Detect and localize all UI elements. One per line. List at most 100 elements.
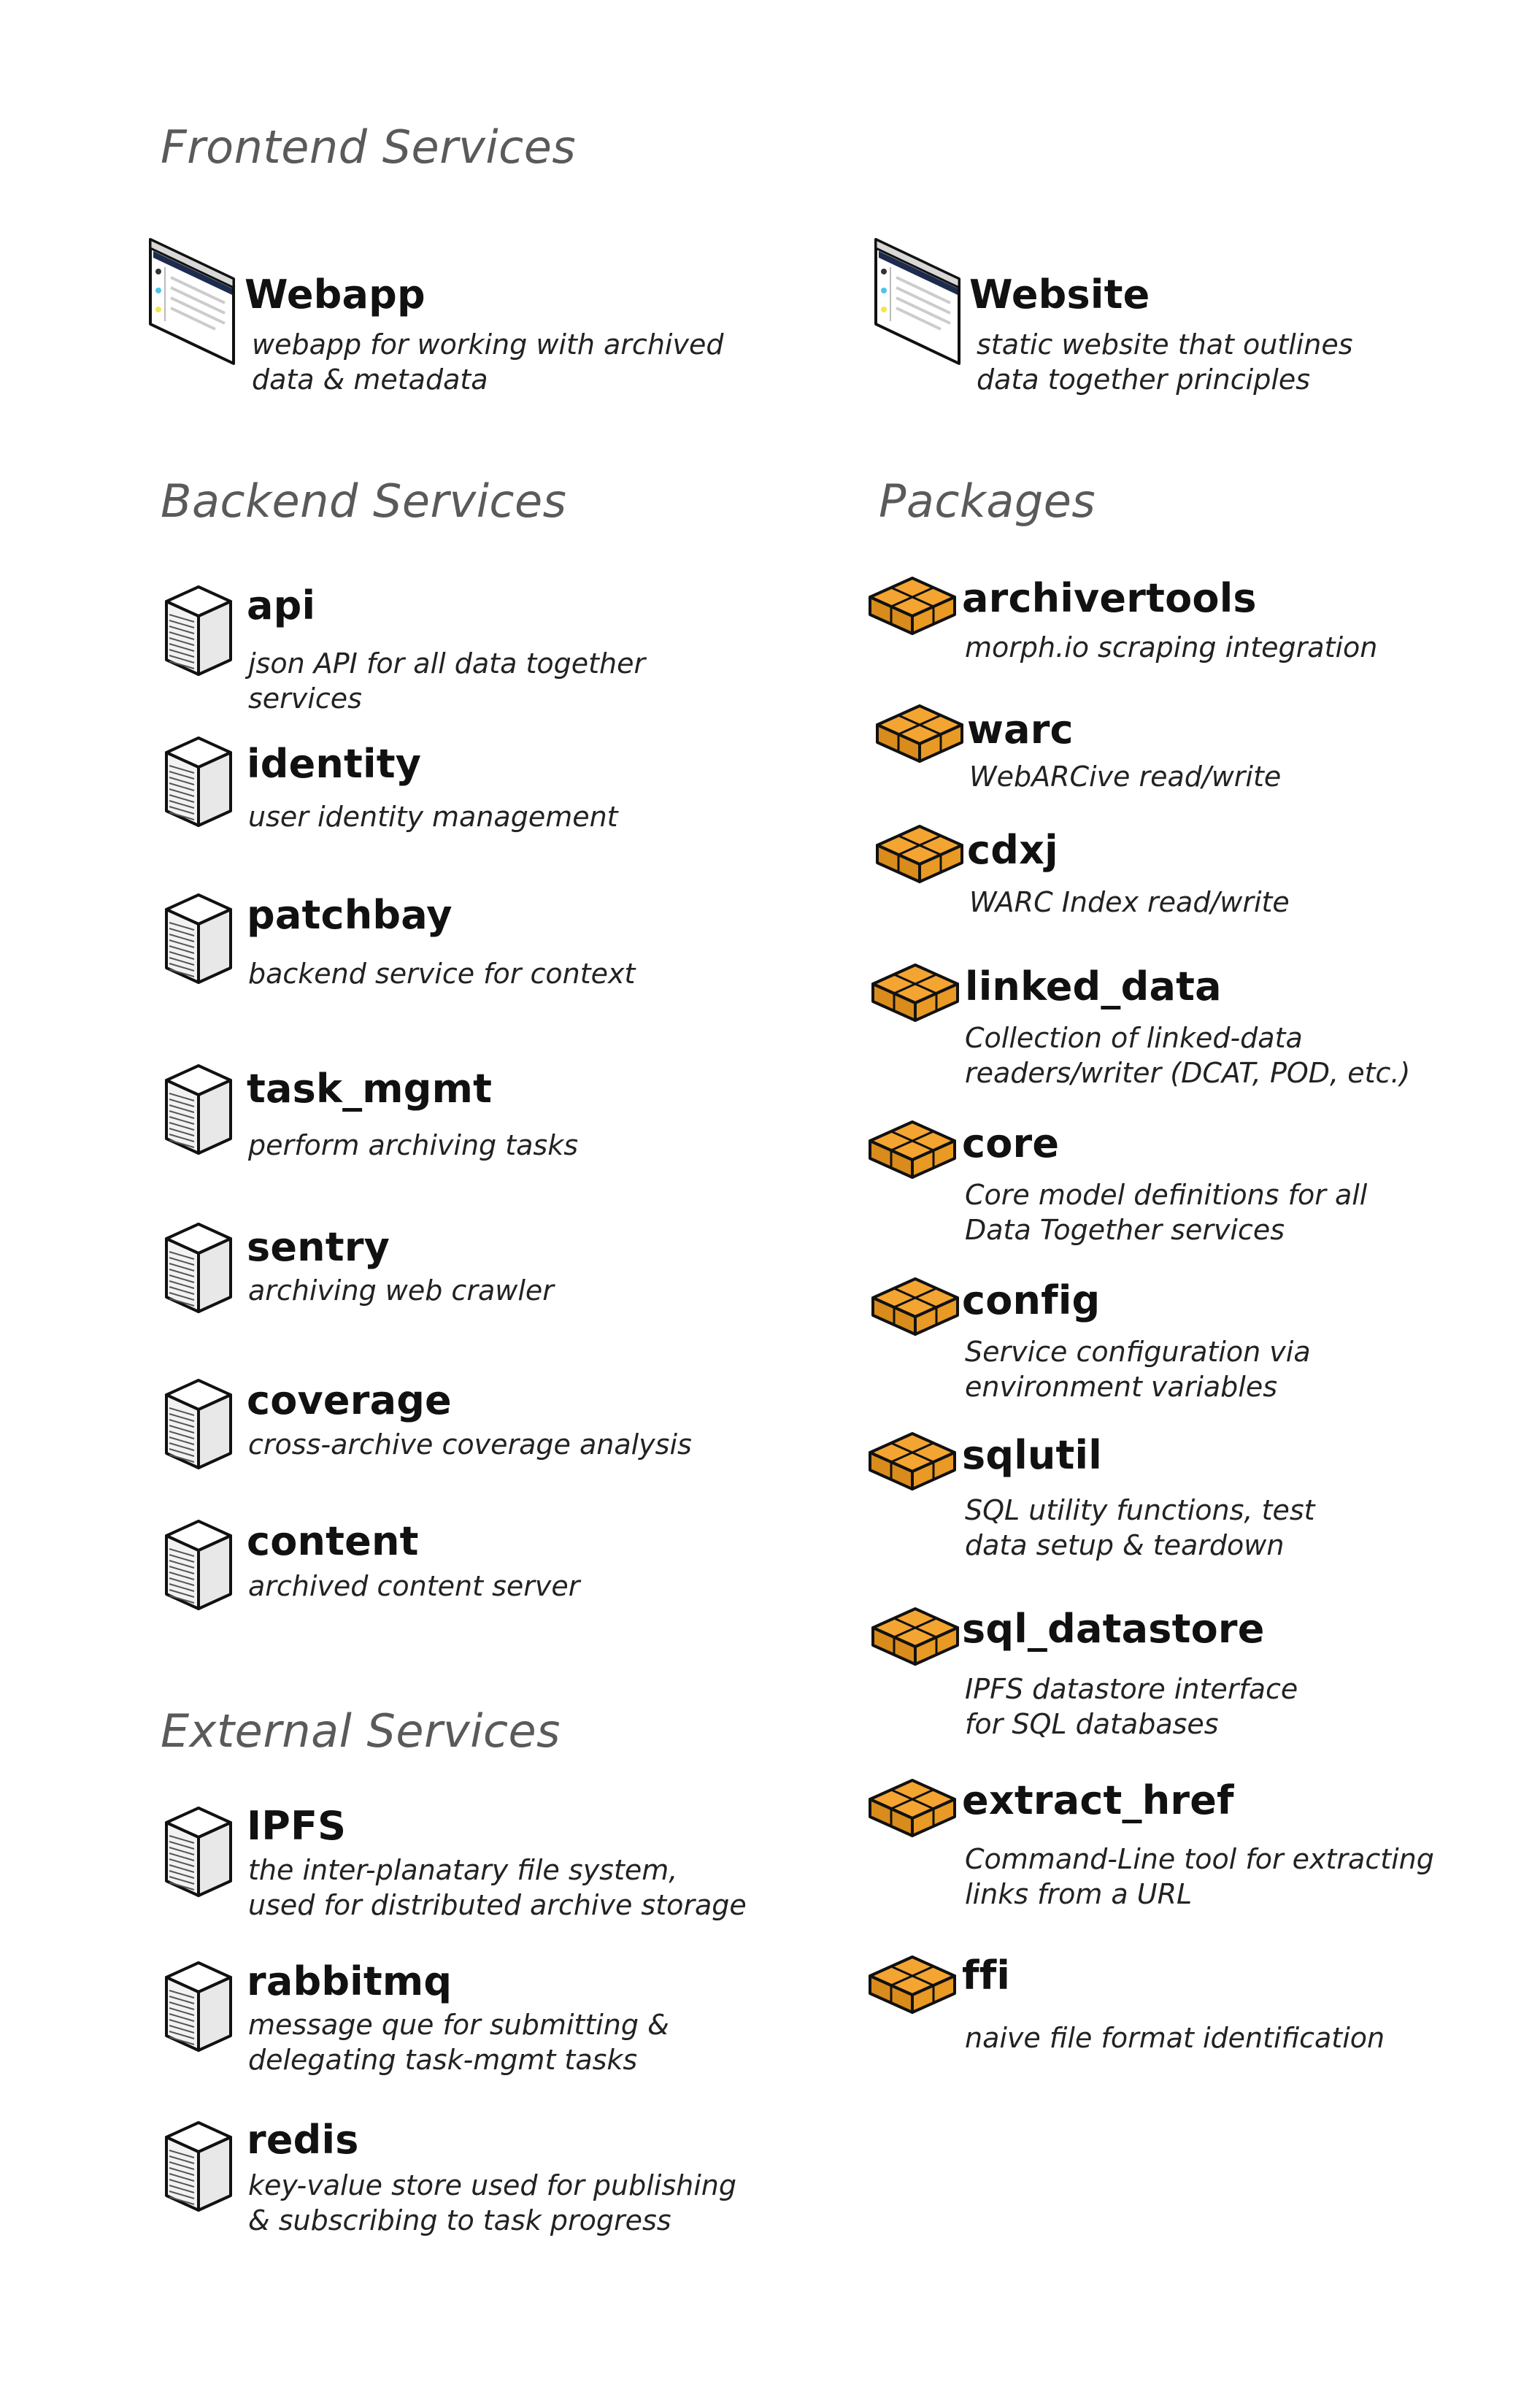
item-description: IPFS datastore interface for SQL database… [965, 1672, 1298, 1742]
item-description: archiving web crawler [248, 1273, 554, 1308]
description-line: backend service for context [248, 958, 636, 990]
description-line: archived content server [248, 1570, 580, 1602]
description-line: links from a URL [965, 1878, 1193, 1910]
description-line: morph.io scraping integration [965, 631, 1378, 663]
item-name: Website [969, 272, 1150, 318]
description-line: the inter-planatary file system, [248, 1854, 678, 1886]
description-line: & subscribing to task progress [248, 2204, 671, 2236]
description-line: services [248, 682, 362, 715]
server-icon [162, 1377, 235, 1472]
item-description: Service configuration via environment var… [965, 1334, 1311, 1404]
description-line: delegating task-mgmt tasks [248, 2044, 638, 2076]
item-description: Collection of linked-data readers/writer … [965, 1020, 1410, 1091]
server-icon [162, 1221, 235, 1316]
package-icon [867, 1777, 958, 1843]
description-line: static website that outlines [977, 328, 1353, 361]
description-line: readers/writer (DCAT, POD, etc.) [965, 1057, 1411, 1089]
server-icon [162, 1063, 235, 1158]
item-name: Webapp [245, 272, 426, 318]
item-description: WebARCive read/write [969, 759, 1281, 794]
item-name: extract_href [962, 1777, 1234, 1823]
backend-services-heading: Backend Services [161, 474, 567, 528]
browser-window-icon [871, 235, 966, 366]
item-name: cdxj [967, 827, 1058, 873]
description-line: json API for all data together [248, 647, 646, 680]
item-description: SQL utility functions, test data setup & … [965, 1493, 1315, 1563]
item-name: linked_data [965, 963, 1222, 1009]
item-name: config [962, 1277, 1101, 1323]
package-icon [874, 823, 965, 889]
item-description: Command-Line tool for extracting links fr… [965, 1842, 1434, 1912]
server-icon [162, 735, 235, 830]
server-icon [162, 892, 235, 987]
browser-window-icon [146, 235, 241, 366]
packages-heading: Packages [879, 474, 1096, 528]
description-line: WebARCive read/write [969, 761, 1282, 793]
item-name: sqlutil [962, 1432, 1102, 1478]
description-line: environment variables [965, 1371, 1278, 1403]
item-description: static website that outlines data togethe… [977, 327, 1353, 397]
description-line: webapp for working with archived [252, 328, 724, 361]
item-name: api [247, 582, 316, 628]
item-name: sentry [247, 1224, 390, 1270]
item-description: message que for submitting & delegating t… [248, 2007, 669, 2077]
item-name: warc [967, 707, 1074, 753]
item-name: task_mgmt [247, 1066, 493, 1112]
item-description: key-value store used for publishing & sub… [248, 2168, 736, 2238]
item-description: user identity management [248, 799, 618, 834]
frontend-services-heading: Frontend Services [161, 120, 577, 174]
package-icon [867, 575, 958, 641]
item-description: cross-archive coverage analysis [248, 1427, 692, 1462]
package-icon [870, 1276, 960, 1342]
description-line: user identity management [248, 801, 618, 833]
description-line: Service configuration via [965, 1336, 1311, 1368]
description-line: archiving web crawler [248, 1274, 554, 1307]
item-description: the inter-planatary file system, used for… [248, 1853, 747, 1923]
description-line: key-value store used for publishing [248, 2169, 737, 2201]
description-line: Collection of linked-data [965, 1022, 1303, 1054]
item-name: coverage [247, 1377, 452, 1423]
description-line: data setup & teardown [965, 1529, 1285, 1561]
item-description: morph.io scraping integration [965, 630, 1377, 665]
item-description: json API for all data together services [248, 646, 645, 716]
item-name: identity [247, 741, 422, 787]
package-icon [870, 1606, 960, 1672]
description-line: data & metadata [252, 364, 488, 396]
package-icon [874, 703, 965, 769]
item-name: IPFS [247, 1803, 347, 1849]
description-line: SQL utility functions, test [965, 1494, 1315, 1526]
package-icon [867, 1119, 958, 1185]
description-line: Command-Line tool for extracting [965, 1843, 1434, 1875]
item-description: perform archiving tasks [248, 1128, 578, 1163]
description-line: IPFS datastore interface [965, 1673, 1298, 1705]
description-line: for SQL databases [965, 1708, 1219, 1740]
description-line: perform archiving tasks [248, 1129, 579, 1161]
description-line: data together principles [977, 364, 1311, 396]
item-name: rabbitmq [247, 1958, 453, 2004]
description-line: Core model definitions for all [965, 1179, 1368, 1211]
package-icon [867, 1431, 958, 1496]
item-description: naive file format identification [965, 2020, 1385, 2055]
description-line: used for distributed archive storage [248, 1889, 747, 1921]
item-name: core [962, 1120, 1060, 1166]
description-line: cross-archive coverage analysis [248, 1428, 692, 1461]
item-description: archived content server [248, 1569, 580, 1604]
item-description: WARC Index read/write [969, 885, 1290, 920]
item-name: content [247, 1518, 419, 1564]
description-line: naive file format identification [965, 2022, 1385, 2054]
item-name: ffi [962, 1953, 1011, 1999]
description-line: WARC Index read/write [969, 886, 1290, 918]
package-icon [870, 962, 960, 1028]
item-description: webapp for working with archived data & m… [252, 327, 723, 397]
item-name: patchbay [247, 892, 453, 938]
item-name: archivertools [962, 575, 1257, 621]
item-name: redis [247, 2117, 359, 2163]
package-icon [867, 1954, 958, 2020]
server-icon [162, 2120, 235, 2215]
description-line: message que for submitting & [248, 2009, 669, 2041]
external-services-heading: External Services [161, 1704, 561, 1758]
item-description: backend service for context [248, 956, 635, 991]
server-icon [162, 1805, 235, 1900]
server-icon [162, 1518, 235, 1613]
item-name: sql_datastore [962, 1606, 1265, 1652]
